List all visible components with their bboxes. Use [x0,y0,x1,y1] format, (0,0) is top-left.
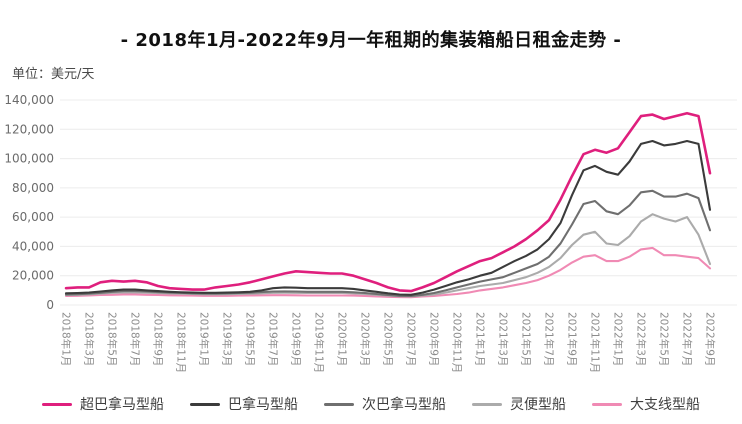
x-tick-label: 2020年5月 [381,312,394,366]
x-tick-label: 2020年11月 [450,312,463,373]
x-tick-label: 2018年7月 [128,312,141,366]
legend-label: 大支线型船 [630,397,700,413]
y-tick-label: 20,000 [12,269,54,283]
x-tick-label: 2018年5月 [105,312,118,366]
x-tick-label: 2022年3月 [634,312,647,366]
y-tick-label: 0 [46,298,54,312]
x-tick-label: 2021年1月 [473,312,486,366]
series-line-超巴拿马型船 [64,111,712,293]
y-tick-label: 100,000 [4,152,54,166]
legend-item: 灵便型船 [472,394,566,414]
x-tick-label: 2019年5月 [243,312,256,366]
legend-label: 超巴拿马型船 [80,397,164,413]
y-tick-label: 80,000 [12,181,54,195]
x-tick-label: 2022年9月 [703,312,716,366]
x-tick-label: 2020年1月 [335,312,348,366]
x-tick-label: 2022年1月 [611,312,624,366]
x-tick-label: 2022年7月 [680,312,693,366]
y-tick-label: 40,000 [12,239,54,253]
series-line-巴拿马型船 [64,139,712,296]
x-tick-label: 2018年9月 [151,312,164,366]
x-tick-label: 2021年9月 [565,312,578,366]
x-tick-label: 2019年9月 [289,312,302,366]
legend-item: 大支线型船 [592,394,700,414]
legend-label: 巴拿马型船 [228,397,298,413]
x-tick-label: 2019年3月 [220,312,233,366]
legend-swatch-icon [324,402,354,406]
x-tick-label: 2022年5月 [657,312,670,366]
x-tick-label: 2021年7月 [542,312,555,366]
x-tick-label: 2021年5月 [519,312,532,366]
y-tick-label: 140,000 [4,93,54,107]
legend-label: 次巴拿马型船 [362,397,446,413]
y-tick-label: 120,000 [4,122,54,136]
legend-item: 次巴拿马型船 [324,394,446,414]
series-line-灵便型船 [64,213,712,298]
legend-item: 超巴拿马型船 [42,394,164,414]
unit-label: 单位：美元/天 [12,67,95,82]
chart-legend: 超巴拿马型船 巴拿马型船 次巴拿马型船 灵便型船 大支线型船 [0,394,742,414]
legend-swatch-icon [592,402,622,406]
y-tick-label: 60,000 [12,210,54,224]
legend-swatch-icon [472,402,502,406]
legend-swatch-icon [190,402,220,406]
legend-swatch-icon [42,402,72,406]
legend-item: 巴拿马型船 [190,394,298,414]
x-tick-label: 2021年11月 [588,312,601,373]
x-tick-label: 2020年3月 [358,312,371,366]
x-tick-label: 2019年7月 [266,312,279,366]
x-tick-label: 2018年3月 [82,312,95,366]
legend-label: 灵便型船 [510,397,566,413]
x-tick-label: 2020年7月 [404,312,417,366]
x-tick-label: 2020年9月 [427,312,440,366]
x-tick-label: 2018年11月 [174,312,187,373]
chart-title: - 2018年1月-2022年9月一年租期的集装箱船日租金走势 - [120,30,622,51]
series-line-大支线型船 [64,246,712,299]
x-tick-label: 2018年1月 [59,312,72,366]
x-tick-label: 2021年3月 [496,312,509,366]
x-tick-label: 2019年11月 [312,312,325,373]
x-tick-label: 2019年1月 [197,312,210,366]
